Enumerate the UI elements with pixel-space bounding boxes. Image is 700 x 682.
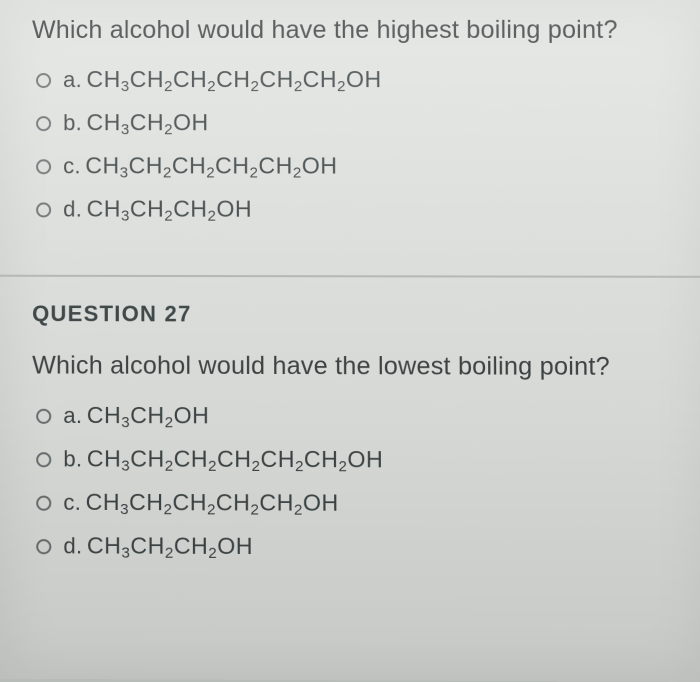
option-formula: CH3CH2CH2CH2CH2CH2OH bbox=[87, 445, 383, 475]
option-2b[interactable]: b. CH3CH2CH2CH2CH2CH2OH bbox=[36, 445, 683, 476]
question-block-2: QUESTION 27 Which alcohol would have the… bbox=[32, 301, 684, 596]
option-1d[interactable]: d. CH3CH2CH2OH bbox=[36, 195, 681, 225]
question-divider bbox=[0, 274, 700, 277]
option-formula: CH3CH2OH bbox=[87, 401, 209, 431]
radio-icon[interactable] bbox=[36, 452, 51, 467]
option-letter: c. bbox=[63, 490, 81, 516]
option-1c[interactable]: c. CH3CH2CH2CH2CH2OH bbox=[36, 152, 681, 182]
worksheet-paper: Which alcohol would have the highest boi… bbox=[0, 0, 700, 682]
option-formula: CH3CH2CH2OH bbox=[87, 195, 253, 224]
radio-icon[interactable] bbox=[36, 116, 51, 131]
option-2c[interactable]: c. CH3CH2CH2CH2CH2OH bbox=[36, 488, 683, 519]
option-letter: b. bbox=[63, 446, 82, 472]
option-formula: CH3CH2CH2CH2CH2CH2OH bbox=[87, 66, 382, 95]
radio-icon[interactable] bbox=[36, 202, 51, 217]
option-formula: CH3CH2OH bbox=[87, 109, 209, 138]
option-2d[interactable]: d. CH3CH2CH2OH bbox=[36, 532, 683, 564]
question-block-1: Which alcohol would have the highest boi… bbox=[32, 14, 681, 258]
radio-icon[interactable] bbox=[36, 73, 51, 88]
option-formula: CH3CH2CH2CH2CH2OH bbox=[85, 152, 337, 181]
radio-icon[interactable] bbox=[36, 495, 51, 510]
option-letter: c. bbox=[63, 153, 81, 179]
option-1b[interactable]: b. CH3CH2OH bbox=[36, 109, 680, 138]
radio-icon[interactable] bbox=[36, 408, 51, 423]
radio-icon[interactable] bbox=[36, 539, 51, 554]
option-formula: CH3CH2CH2OH bbox=[87, 532, 253, 562]
option-2a[interactable]: a. CH3CH2OH bbox=[36, 401, 682, 432]
option-letter: b. bbox=[63, 110, 82, 136]
option-letter: a. bbox=[63, 403, 82, 429]
question-1-text: Which alcohol would have the highest boi… bbox=[32, 14, 680, 48]
option-letter: d. bbox=[63, 533, 82, 559]
question-2-header: QUESTION 27 bbox=[32, 301, 682, 328]
option-1a[interactable]: a. CH3CH2CH2CH2CH2CH2OH bbox=[36, 66, 680, 95]
radio-icon[interactable] bbox=[36, 159, 51, 174]
option-formula: CH3CH2CH2CH2CH2OH bbox=[86, 488, 339, 518]
question-2-text: Which alcohol would have the lowest boil… bbox=[32, 349, 682, 385]
option-letter: a. bbox=[63, 67, 82, 93]
option-letter: d. bbox=[63, 197, 82, 223]
